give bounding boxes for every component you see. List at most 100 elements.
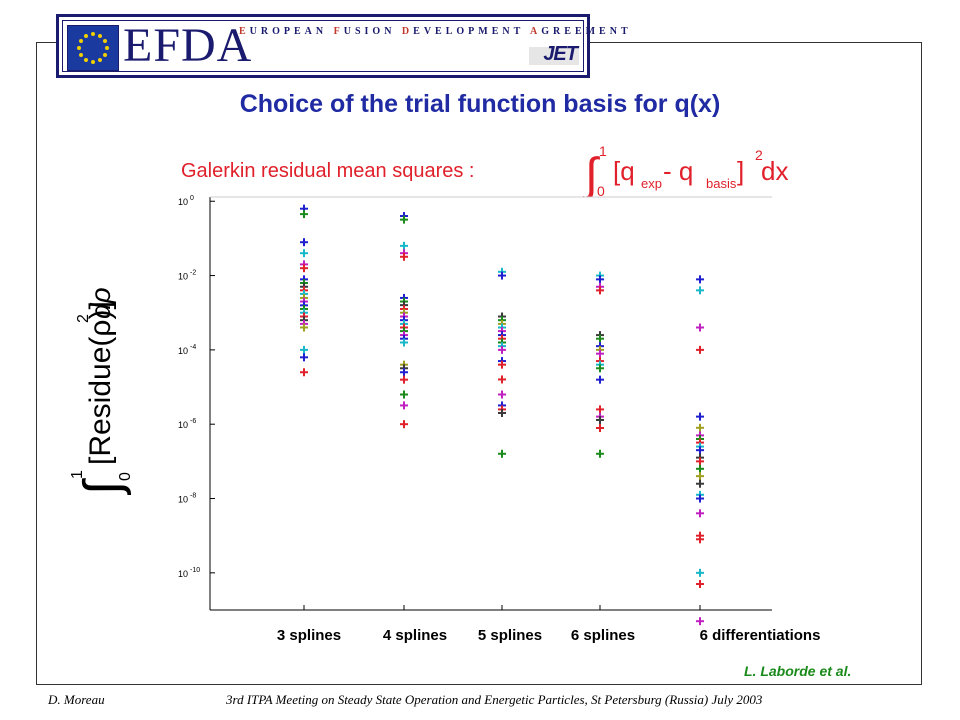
y-integral-lower: 0 [117, 472, 134, 481]
data-point-plus [696, 535, 704, 544]
integral-lower: 0 [597, 183, 605, 199]
data-point-plus [498, 390, 506, 399]
data-point-plus [400, 375, 408, 384]
data-point-plus [696, 472, 704, 481]
data-point-plus [596, 424, 604, 433]
formula-minus: - q [663, 156, 693, 186]
plot-area [210, 197, 772, 610]
data-point-plus [596, 334, 604, 343]
data-point-plus [596, 275, 604, 284]
data-point-plus [696, 457, 704, 466]
logo-main-text: EFDA [123, 19, 253, 72]
eu-flag-icon [67, 25, 119, 71]
y-tick-label: 10 [178, 346, 188, 356]
data-point-plus [300, 353, 308, 362]
y-integral-sign: ∫ [74, 478, 132, 495]
data-point-plus [300, 368, 308, 377]
data-point-plus [596, 349, 604, 358]
y-tick-exponent: -8 [190, 493, 196, 500]
x-ticks-group [303, 605, 701, 610]
y-tick-exponent: 0 [190, 195, 194, 202]
y-formula-drho: dρ [85, 287, 116, 319]
jet-logo-text: JET [543, 43, 578, 65]
category-label-6-splines: 6 splines [570, 627, 636, 644]
category-label-3-splines: 3 splines [276, 627, 342, 644]
data-point-plus [696, 568, 704, 577]
data-point-plus [300, 238, 308, 247]
y-tick-exponent: -4 [190, 344, 196, 351]
y-tick-exponent: -2 [190, 270, 196, 277]
integral-sign: ∫ [583, 148, 600, 200]
author-credit: L. Laborde et al. [744, 663, 852, 679]
data-point-plus [400, 338, 408, 347]
data-point-plus [400, 215, 408, 224]
data-point-plus [696, 412, 704, 421]
y-tick-exponent: -6 [190, 418, 196, 425]
data-point-plus [300, 249, 308, 258]
data-point-plus [596, 449, 604, 458]
category-label-4-splines: 4 splines [382, 627, 448, 644]
data-point-plus [498, 271, 506, 280]
residual-formula: ∫ 1 0 [q exp - q basis ] 2 dx [582, 138, 823, 207]
data-point-plus [400, 401, 408, 410]
data-point-plus [596, 375, 604, 384]
y-tick-label: 10 [178, 272, 188, 282]
logo-agreement-line: EUROPEAN FUSION DEVELOPMENT AGREEMENT [239, 26, 632, 37]
data-point-plus [696, 275, 704, 284]
data-point-plus [498, 360, 506, 369]
formula-close: ] [737, 156, 744, 186]
slide-title: Choice of the trial function basis for q… [239, 90, 721, 118]
jet-logo-background [529, 47, 579, 65]
data-point-plus [400, 420, 408, 429]
data-point-plus [400, 368, 408, 377]
slide-subtitle: Galerkin residual mean squares : [181, 160, 475, 182]
data-points-group [300, 204, 704, 626]
data-point-plus [400, 252, 408, 261]
data-point-plus [596, 405, 604, 414]
formula-sub-exp: exp [641, 176, 662, 191]
data-point-plus [300, 264, 308, 273]
footer-presenter: D. Moreau [48, 692, 105, 707]
y-tick-exponent: -10 [190, 567, 200, 574]
data-point-plus [696, 446, 704, 455]
residual-formula-svg: ∫ 1 0 [q exp - q basis ] 2 dx [582, 143, 788, 200]
data-point-plus [498, 345, 506, 354]
y-axis-formula-svg: ∫ 1 0 [Residue(ρ)] 2 dρ [69, 287, 134, 498]
data-point-plus [696, 494, 704, 503]
data-point-plus [696, 509, 704, 518]
data-point-plus [696, 345, 704, 354]
data-point-plus [696, 464, 704, 473]
efda-logo: EFDA EUROPEAN FUSION DEVELOPMENT AGREEME… [56, 14, 628, 78]
y-formula-body: [Residue(ρ)] [84, 301, 117, 465]
data-point-plus [596, 364, 604, 373]
data-point-plus [400, 390, 408, 399]
data-point-plus [596, 415, 604, 424]
y-tick-label: 10 [178, 197, 188, 207]
category-label-6-differentiations: 6 differentiations [699, 627, 821, 644]
data-point-plus [300, 323, 308, 332]
logo-inner-border [62, 20, 584, 72]
data-point-plus [300, 210, 308, 219]
y-tick-label: 10 [178, 420, 188, 430]
data-point-plus [696, 323, 704, 332]
y-axis-formula: ∫ 1 0 [Residue(ρ)] 2 dρ [60, 285, 145, 498]
data-point-plus [498, 409, 506, 418]
data-point-plus [400, 241, 408, 250]
data-point-plus [696, 423, 704, 432]
y-tick-label: 10 [178, 569, 188, 579]
y-integral-upper: 1 [69, 470, 86, 479]
footer-meeting: 3rd ITPA Meeting on Steady State Operati… [226, 692, 763, 707]
data-point-plus [300, 345, 308, 354]
y-formula-power: 2 [75, 314, 92, 323]
formula-open: [q [613, 156, 635, 186]
formula-power: 2 [755, 147, 763, 163]
integral-upper: 1 [599, 143, 607, 159]
data-point-plus [498, 375, 506, 384]
y-tick-label: 10 [178, 495, 188, 505]
data-point-plus [596, 286, 604, 295]
data-point-plus [498, 449, 506, 458]
data-point-plus [696, 617, 704, 626]
data-point-plus [696, 479, 704, 488]
